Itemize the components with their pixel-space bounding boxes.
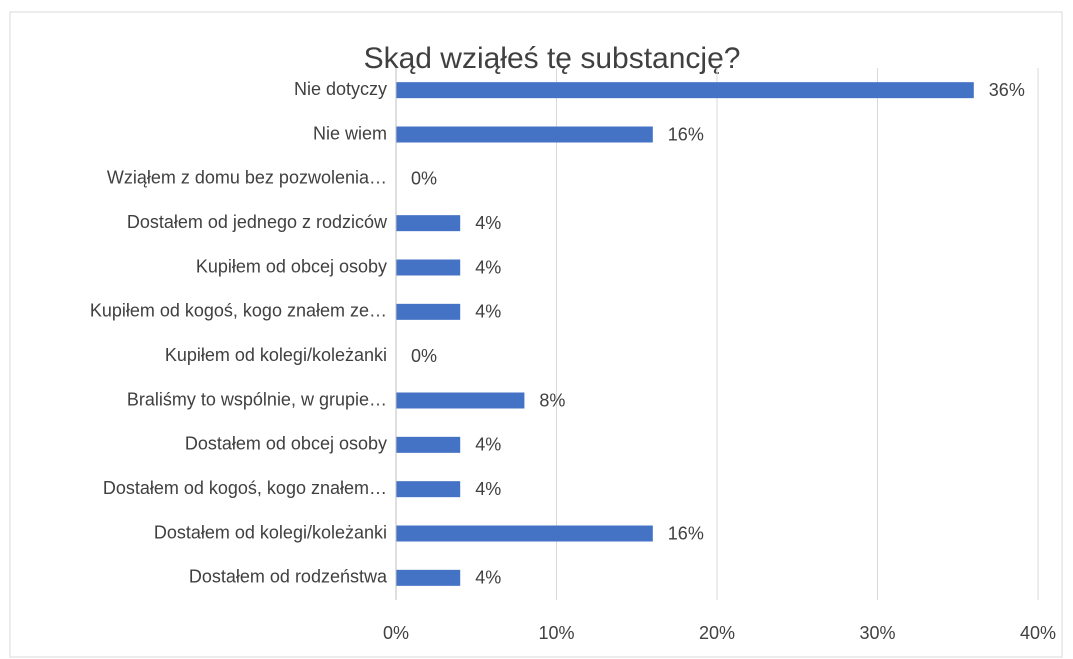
bar [396,436,461,453]
data-label: 4% [475,213,501,233]
bar [396,525,653,542]
x-tick-label: 40% [1020,623,1056,643]
y-tick-label: Dostałem od kolegi/koleżanki [154,522,387,542]
data-label: 36% [989,80,1025,100]
bar [396,82,974,99]
data-label: 16% [668,523,704,543]
x-tick-label: 0% [383,623,409,643]
bar [396,126,653,143]
y-tick-label: Kupiłem od obcej osoby [196,256,387,276]
y-tick-label: Braliśmy to wspólnie, w grupie… [127,389,387,409]
data-label: 16% [668,124,704,144]
chart-title: Skąd wziąłeś tę substancję? [364,42,741,75]
y-tick-label: Wziąłem z domu bez pozwolenia… [107,168,387,188]
x-tick-label: 20% [699,623,735,643]
data-label: 8% [539,390,565,410]
y-tick-label: Dostałem od kogoś, kogo znałem… [103,478,387,498]
chart-frame [9,11,1063,658]
y-tick-label: Kupiłem od kogoś, kogo znałem ze… [90,301,387,321]
y-tick-label: Nie dotyczy [294,79,387,99]
y-tick-label: Nie wiem [313,123,387,143]
y-tick-label: Dostałem od rodzeństwa [189,567,388,587]
y-tick-label: Dostałem od obcej osoby [185,434,387,454]
bar [396,392,525,409]
bar [396,481,461,498]
bar [396,215,461,232]
data-label: 4% [475,479,501,499]
data-label: 4% [475,257,501,277]
data-label: 4% [475,435,501,455]
y-tick-label: Kupiłem od kolegi/koleżanki [165,345,387,365]
bar [396,259,461,276]
data-label: 0% [411,169,437,189]
bar [396,303,461,320]
data-label: 4% [475,568,501,588]
bar [396,569,461,586]
data-label: 4% [475,302,501,322]
y-tick-label: Dostałem od jednego z rodziców [127,212,388,232]
data-label: 0% [411,346,437,366]
x-tick-label: 10% [538,623,574,643]
x-tick-label: 30% [859,623,895,643]
